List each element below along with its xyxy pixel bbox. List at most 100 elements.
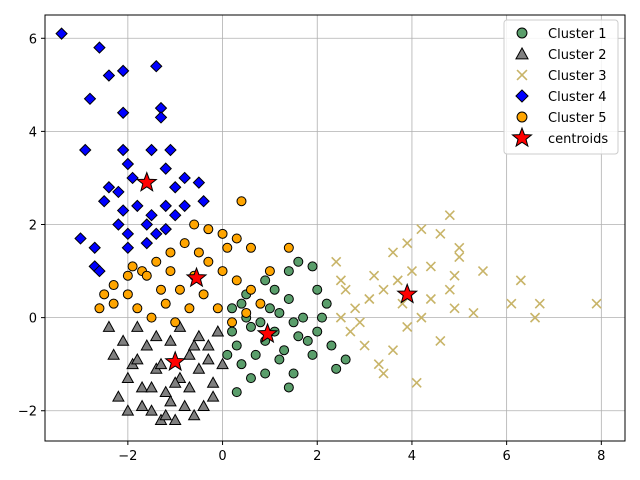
data-point [283, 382, 294, 393]
data-point [212, 303, 223, 314]
data-point [178, 199, 191, 213]
data-point [402, 321, 413, 333]
data-point [116, 106, 130, 119]
data-point [192, 329, 206, 342]
data-point [425, 293, 436, 305]
x-mark-stroke [359, 340, 370, 351]
axis-ticks: −2 0 2 4 6 8 −2 0 2 4 6 [18, 32, 606, 464]
data-point [387, 345, 399, 356]
data-point [359, 340, 370, 351]
x-tick-label: 4 [408, 449, 416, 464]
data-points [55, 27, 602, 425]
data-point [326, 340, 337, 351]
x-mark-stroke [350, 303, 361, 314]
legend: Cluster 1 Cluster 2 Cluster 3 Cluster 4 Clus… [503, 19, 619, 155]
data-point [187, 408, 201, 421]
x-mark-stroke [516, 69, 528, 81]
data-point [217, 266, 228, 277]
data-point [307, 349, 318, 360]
y-tick-label: 0 [29, 312, 37, 327]
data-point [55, 27, 68, 40]
data-point [264, 303, 275, 314]
data-point [193, 247, 204, 258]
data-point [236, 359, 247, 370]
x-mark-stroke [506, 298, 517, 309]
data-point [312, 326, 323, 337]
data-point [288, 368, 299, 379]
data-point [222, 242, 233, 253]
data-point [236, 298, 247, 309]
data-point [140, 236, 154, 250]
legend-label: Cluster 4 [548, 90, 607, 105]
data-point [340, 354, 351, 365]
data-point [444, 284, 455, 295]
data-point [130, 352, 144, 365]
data-point [179, 238, 190, 249]
data-point [203, 224, 214, 235]
x-mark-stroke [340, 284, 351, 295]
x-mark-stroke [468, 307, 479, 319]
series-cluster-1 [222, 256, 351, 398]
legend-label: Cluster 5 [548, 111, 607, 126]
legend-label: Cluster 3 [548, 69, 607, 84]
data-point [227, 303, 238, 314]
x-mark-stroke [368, 270, 380, 281]
data-point [335, 275, 346, 286]
data-point [102, 320, 116, 332]
x-mark-stroke [397, 298, 408, 309]
data-point [178, 171, 191, 185]
centroid-point [164, 350, 187, 372]
data-point [187, 339, 201, 351]
data-point [116, 64, 130, 78]
data-point [236, 196, 247, 207]
data-point [97, 195, 111, 208]
data-point [201, 339, 215, 351]
legend-label: Cluster 1 [548, 27, 607, 42]
data-point [140, 218, 154, 231]
data-point [378, 368, 389, 379]
centroid-point [185, 266, 208, 288]
x-mark-stroke [454, 242, 465, 253]
y-tick-label: −2 [18, 405, 37, 420]
data-point [165, 266, 176, 277]
data-point [316, 312, 327, 323]
data-point [198, 289, 209, 300]
data-point [183, 348, 196, 360]
centroid-point [135, 171, 158, 192]
x-mark-stroke [331, 256, 342, 267]
data-point [331, 363, 342, 374]
centroid-point [396, 282, 419, 304]
data-point [121, 404, 135, 416]
data-point [102, 181, 116, 194]
data-point [406, 265, 418, 277]
data-point [217, 228, 228, 239]
x-mark-stroke [392, 275, 403, 286]
x-mark-stroke [387, 247, 399, 258]
data-point [183, 380, 196, 393]
data-point [364, 293, 375, 305]
data-point [192, 362, 206, 374]
data-point [321, 298, 332, 309]
data-point [264, 266, 275, 277]
data-point [269, 284, 280, 295]
x-mark-stroke [416, 312, 427, 323]
data-point [122, 289, 133, 300]
data-point [131, 199, 144, 213]
data-point [387, 247, 399, 258]
data-point [145, 380, 158, 393]
data-point [416, 312, 427, 323]
data-point [135, 380, 149, 393]
legend-marker [515, 46, 529, 60]
data-point [150, 60, 163, 73]
data-point [283, 242, 294, 253]
data-point [184, 303, 195, 314]
data-point [94, 303, 105, 314]
data-point [99, 289, 110, 300]
x-mark-stroke [402, 321, 413, 333]
legend-marker [516, 27, 528, 39]
data-point [335, 312, 346, 323]
data-point [154, 111, 168, 124]
legend-label: centroids [548, 132, 608, 147]
data-point [274, 307, 285, 318]
data-point [331, 256, 342, 267]
